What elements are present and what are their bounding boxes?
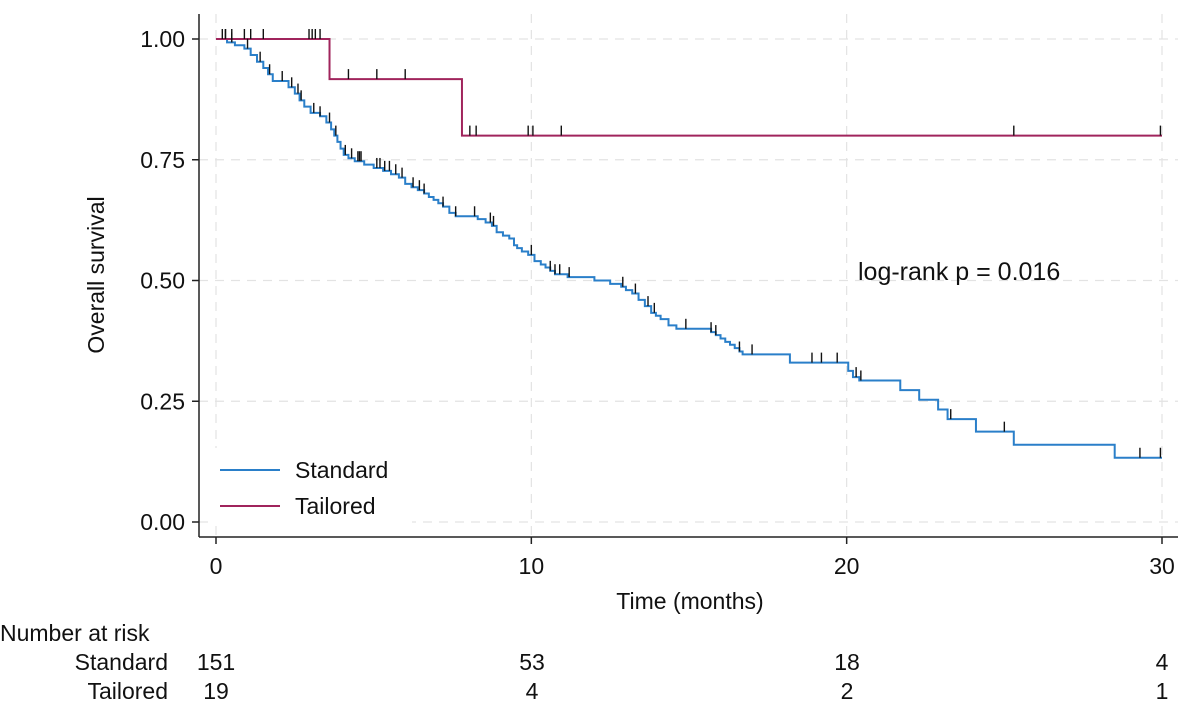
- y-tick-label: 0.00: [140, 509, 185, 535]
- axes: [198, 14, 1178, 538]
- risk-count-tailored-t30: 1: [1155, 678, 1169, 704]
- series-line-tailored: [216, 38, 1162, 137]
- legend-label-tailored: Tailored: [295, 493, 376, 519]
- risk-count-standard-t20: 18: [834, 649, 860, 675]
- y-tick-label: 1.00: [140, 26, 185, 52]
- y-tick-label: 0.75: [140, 147, 185, 173]
- risk-row-label-tailored: Tailored: [87, 678, 168, 704]
- legend-label-standard: Standard: [295, 457, 388, 483]
- risk-table-title: Number at risk: [0, 620, 150, 646]
- censor-marks: [221, 29, 1162, 458]
- series-line-standard: [216, 38, 1162, 459]
- risk-count-tailored-t10: 4: [525, 678, 539, 704]
- axis-ticks: 0.00 0.25 0.50 0.75 1.00 0 10 20 30: [140, 26, 1175, 579]
- x-tick-label: 0: [210, 553, 223, 579]
- x-tick-label: 20: [834, 553, 860, 579]
- risk-count-standard-t10: 53: [519, 649, 545, 675]
- risk-count-tailored-t20: 2: [840, 678, 854, 704]
- y-axis-label: Overall survival: [83, 196, 109, 353]
- y-tick-label: 0.50: [140, 268, 185, 294]
- log-rank-annotation: log-rank p = 0.016: [858, 258, 1060, 286]
- survival-curves: [216, 38, 1162, 459]
- risk-count-standard-t0: 151: [196, 649, 236, 675]
- x-axis-label: Time (months): [616, 588, 763, 614]
- legend: Standard Tailored: [212, 448, 412, 524]
- legend-background: [212, 448, 412, 524]
- risk-row-label-standard: Standard: [74, 649, 168, 675]
- x-tick-label: 10: [519, 553, 545, 579]
- y-tick-label: 0.25: [140, 388, 185, 414]
- risk-count-tailored-t0: 19: [203, 678, 229, 704]
- risk-count-standard-t30: 4: [1155, 649, 1169, 675]
- x-tick-label: 30: [1149, 553, 1175, 579]
